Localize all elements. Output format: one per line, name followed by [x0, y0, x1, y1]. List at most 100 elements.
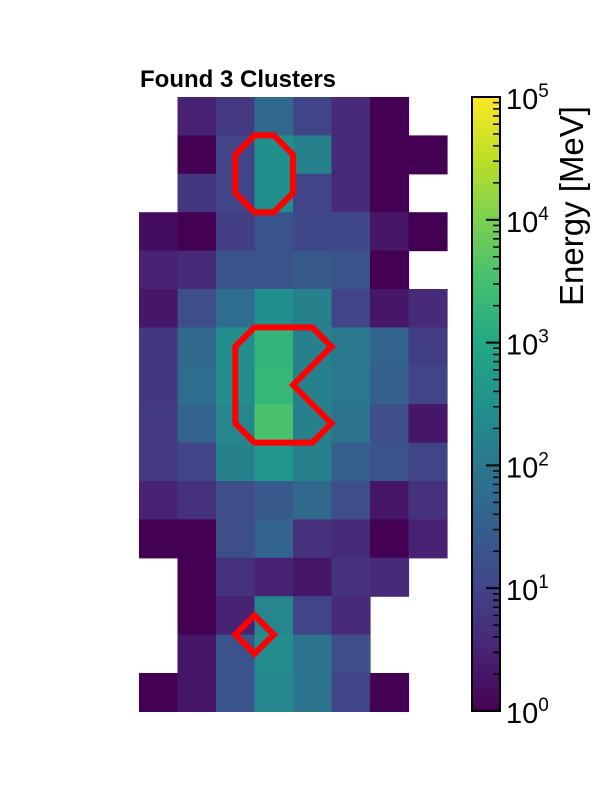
tick-label-base: 10	[506, 575, 538, 607]
heatmap-cell	[370, 481, 410, 520]
heatmap-cell	[331, 250, 371, 290]
colorbar-tick-label: 100	[506, 695, 549, 730]
heatmap-cell	[177, 327, 217, 367]
heatmap-cell	[293, 327, 333, 367]
heatmap-cell	[370, 557, 410, 597]
heatmap-cell	[293, 442, 333, 482]
heatmap-cell	[293, 250, 333, 290]
heatmap-cell	[216, 519, 256, 559]
tick-label-base: 10	[506, 330, 538, 362]
tick-label-exponent: 3	[538, 327, 549, 348]
heatmap-cell	[177, 135, 217, 175]
colorbar-label: Energy [MeV]	[553, 106, 590, 306]
heatmap-cell	[370, 212, 410, 252]
heatmap-cell	[293, 173, 333, 213]
heatmap-cell	[331, 173, 371, 213]
colorbar-tick-label: 102	[506, 449, 549, 484]
heatmap-cell	[331, 212, 371, 252]
heatmap-cell	[177, 673, 217, 712]
heatmap-cell	[177, 404, 217, 444]
heatmap-cell	[254, 250, 294, 290]
heatmap-cell	[139, 327, 179, 367]
colorbar-tick-label: 105	[506, 81, 549, 116]
heatmap-cell	[331, 442, 371, 482]
heatmap-cell	[293, 289, 333, 328]
heatmap-cell	[370, 135, 410, 175]
heatmap-cell	[216, 250, 256, 290]
heatmap-cell	[177, 442, 217, 482]
tick-label-exponent: 4	[538, 204, 549, 225]
heatmap-cell	[293, 557, 333, 597]
heatmap-cell	[216, 212, 256, 252]
heatmap-cell	[293, 404, 333, 444]
heatmap-cell	[408, 365, 448, 405]
heatmap-cell	[370, 173, 410, 213]
heatmap-cell	[370, 97, 410, 136]
heatmap-cell	[216, 634, 256, 674]
heatmap-cell	[139, 212, 179, 252]
heatmap-cell	[331, 481, 371, 520]
heatmap-cell	[216, 289, 256, 328]
heatmap-cell	[293, 212, 333, 252]
heatmap-cell	[370, 289, 410, 328]
heatmap-cell	[216, 673, 256, 712]
heatmap-cell	[139, 519, 179, 559]
heatmap-cell	[177, 173, 217, 213]
heatmap-cell	[254, 327, 294, 367]
heatmap-cell	[331, 557, 371, 597]
heatmap-cell	[139, 404, 179, 444]
heatmap-cell	[331, 519, 371, 559]
heatmap-cell	[216, 442, 256, 482]
heatmap-cell	[408, 135, 448, 175]
heatmap-cell	[177, 365, 217, 405]
heatmap-cell	[254, 481, 294, 520]
heatmap-cell	[331, 596, 371, 636]
colorbar-tick-label: 101	[506, 572, 549, 607]
heatmap-cell	[254, 673, 294, 712]
heatmap-cell	[331, 673, 371, 712]
heatmap-cell	[293, 135, 333, 175]
tick-label-base: 10	[506, 207, 538, 239]
heatmap-cell	[370, 519, 410, 559]
heatmap-cell	[177, 97, 217, 136]
cluster-outline-3	[231, 611, 279, 659]
heatmap-cell	[254, 634, 294, 674]
tick-label-exponent: 0	[538, 695, 549, 716]
heatmap-cell	[331, 327, 371, 367]
heatmap-cell	[177, 250, 217, 290]
heatmap-cell	[370, 327, 410, 367]
heatmap-cell	[177, 212, 217, 252]
heatmap-cell	[177, 289, 217, 328]
heatmap-cell	[254, 97, 294, 136]
heatmap-cell	[139, 365, 179, 405]
heatmap-cell	[254, 173, 294, 213]
colorbar-frame	[471, 96, 501, 712]
heatmap-cell	[408, 289, 448, 328]
heatmap-cell	[254, 404, 294, 444]
heatmap-cell	[331, 365, 371, 405]
heatmap-cell	[254, 557, 294, 597]
cluster-outlines	[231, 132, 336, 659]
heatmap-cell	[293, 673, 333, 712]
heatmap-cell	[331, 634, 371, 674]
heatmap-cell	[177, 634, 217, 674]
heatmap-cell	[254, 596, 294, 636]
heatmap-cell	[293, 519, 333, 559]
tick-label-exponent: 1	[538, 572, 549, 593]
heatmap-cell	[293, 481, 333, 520]
tick-label-exponent: 2	[538, 449, 549, 470]
heatmap-cell	[331, 289, 371, 328]
heatmap-cell	[139, 250, 179, 290]
heatmap-cell	[331, 135, 371, 175]
colorbar-tick-label: 103	[506, 327, 549, 362]
heatmap-cell	[293, 634, 333, 674]
cluster-outline-2	[232, 324, 336, 446]
heatmap-cell	[408, 519, 448, 559]
tick-label-base: 10	[506, 84, 538, 116]
heatmap-cell	[408, 212, 448, 252]
heatmap-cell	[254, 212, 294, 252]
heatmap-cell	[177, 596, 217, 636]
